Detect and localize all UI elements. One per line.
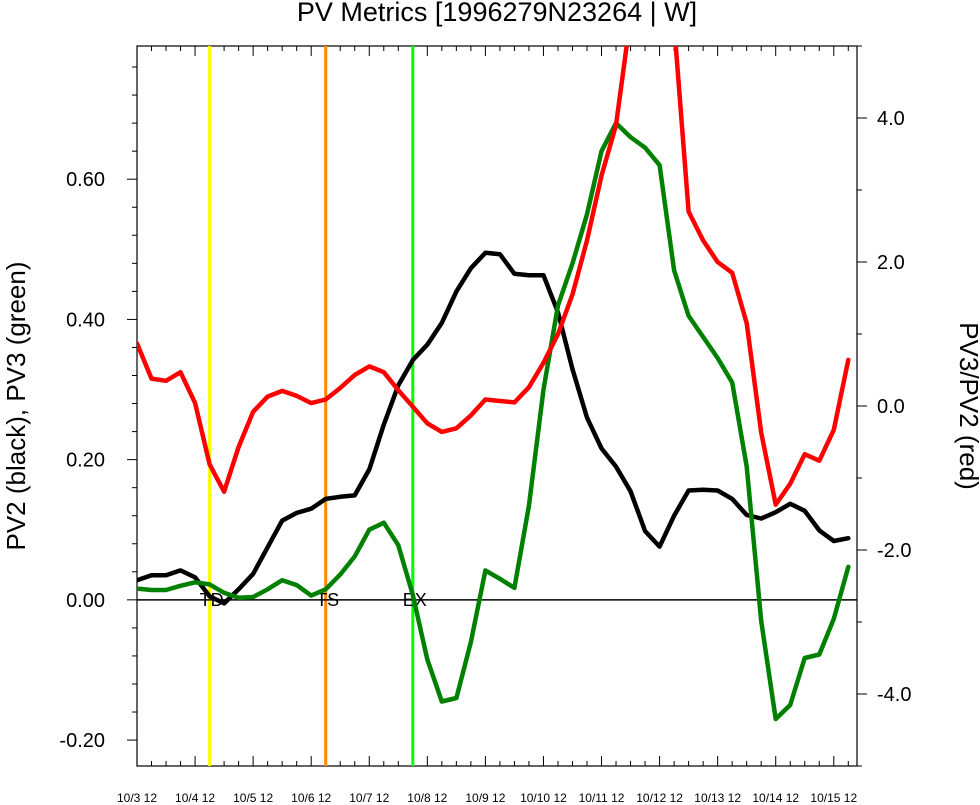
- event-label-ts: TS: [316, 590, 339, 610]
- x-tick-label: 10/3 12: [117, 791, 157, 805]
- left-tick-label: 0.20: [66, 450, 105, 472]
- right-axis-ticks: -4.0 -2.0 0.0 2.0 4.0: [857, 45, 911, 767]
- x-tick-label: 10/9 12: [465, 791, 505, 805]
- left-tick-label: 0.40: [66, 309, 105, 331]
- x-tick-label: 10/5 12: [233, 791, 273, 805]
- right-tick-label: 2.0: [877, 252, 905, 274]
- right-tick-label: -4.0: [877, 684, 911, 706]
- left-tick-label: -0.20: [59, 730, 105, 752]
- left-tick-label: 0.60: [66, 169, 105, 191]
- x-axis-ticks: 10/3 12 10/4 12 10/5 12 10/6 12 10/7 12 10/8 …: [117, 46, 857, 805]
- right-tick-label: 4.0: [877, 108, 905, 130]
- y-axis-left-label: PV2 (black), PV3 (green): [1, 261, 31, 550]
- x-tick-label: 10/12 12: [636, 791, 683, 805]
- series-line-0: [137, 250, 851, 606]
- chart-title: PV Metrics [1996279N23264 | W]: [297, 0, 697, 27]
- series-line-2: [137, 46, 851, 507]
- right-tick-label: -2.0: [877, 540, 911, 562]
- x-tick-label: 10/10 12: [520, 791, 567, 805]
- left-tick-label: 0.00: [66, 590, 105, 612]
- plot-frame: [136, 45, 858, 767]
- x-tick-label: 10/13 12: [694, 791, 741, 805]
- x-tick-label: 10/11 12: [579, 791, 625, 805]
- x-tick-label: 10/14 12: [752, 791, 799, 805]
- series-line-1: [137, 120, 851, 722]
- event-label-td: TD: [200, 590, 224, 610]
- x-tick-label: 10/6 12: [291, 791, 331, 805]
- event-lines: [208, 46, 415, 766]
- x-tick-label: 10/8 12: [407, 791, 447, 805]
- left-axis-ticks: -0.20 0.00 0.20 0.40 0.60: [59, 66, 137, 752]
- x-tick-label: 10/7 12: [349, 791, 389, 805]
- right-tick-label: 0.0: [877, 396, 905, 418]
- x-tick-label: 10/4 12: [175, 791, 215, 805]
- y-axis-right-label: PV3/PV2 (red): [954, 322, 980, 490]
- series-group: [137, 46, 851, 722]
- x-tick-label: 10/15 12: [810, 791, 857, 805]
